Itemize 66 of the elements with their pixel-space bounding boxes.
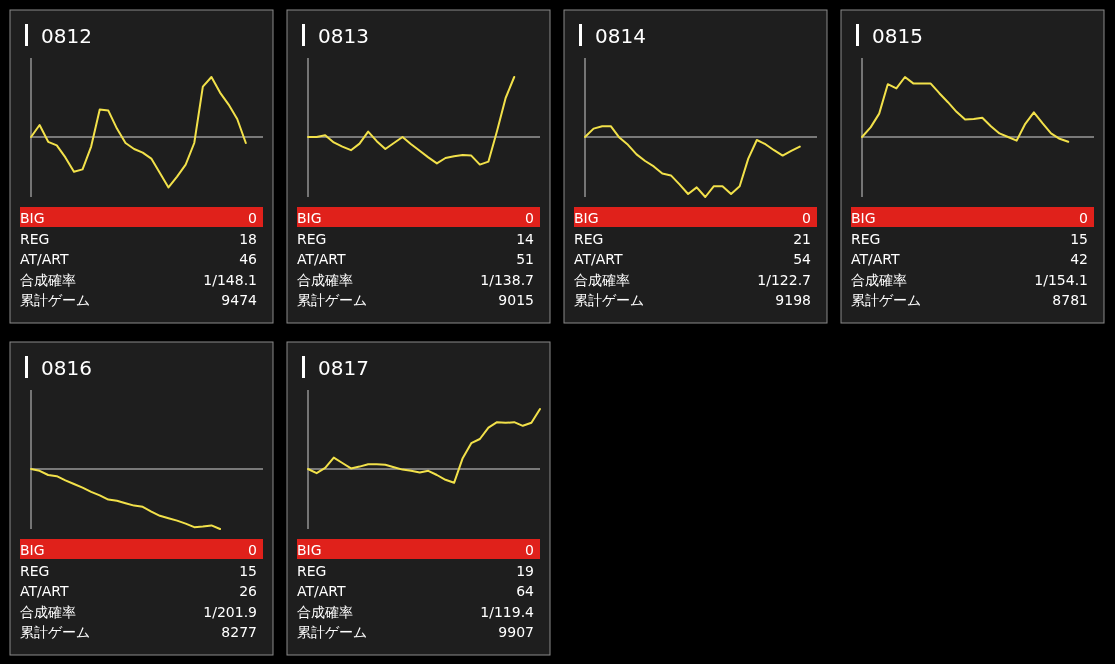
text: 1/148.1 bbox=[203, 271, 257, 288]
text: 46 bbox=[239, 251, 258, 267]
chart-title: 0814 bbox=[595, 24, 646, 48]
text: 0 bbox=[802, 210, 811, 226]
text: AT/ART bbox=[851, 251, 901, 267]
text: 1/138.7 bbox=[480, 271, 534, 288]
chart-title: 0813 bbox=[318, 24, 369, 48]
text: 1/122.7 bbox=[757, 271, 811, 288]
text: 64 bbox=[516, 583, 535, 599]
text: AT/ART bbox=[20, 583, 70, 599]
text: 14 bbox=[516, 230, 535, 247]
text: REG bbox=[297, 562, 327, 579]
text: 合成確率 bbox=[574, 271, 630, 288]
text: 1/119.4 bbox=[480, 603, 535, 620]
text: REG bbox=[851, 230, 881, 247]
text: REG bbox=[20, 562, 50, 579]
text: 42 bbox=[1070, 251, 1088, 267]
chart-title: 0812 bbox=[41, 24, 92, 48]
text: 9907 bbox=[498, 624, 534, 640]
text: 26 bbox=[239, 583, 258, 599]
text: 9474 bbox=[221, 292, 258, 308]
text: BIG bbox=[20, 210, 45, 226]
text: BIG bbox=[20, 542, 45, 558]
text: 51 bbox=[516, 251, 534, 267]
text: BIG bbox=[297, 542, 322, 558]
text: 1/201.9 bbox=[203, 603, 257, 620]
text: 累計ゲーム bbox=[20, 624, 90, 640]
text: 54 bbox=[793, 251, 812, 267]
text: REG bbox=[20, 230, 50, 247]
text: REG bbox=[574, 230, 604, 247]
text: 0 bbox=[248, 210, 257, 226]
text: 15 bbox=[1070, 230, 1088, 247]
text: 0 bbox=[248, 542, 257, 558]
text: 合成確率 bbox=[297, 603, 353, 620]
text: AT/ART bbox=[20, 251, 70, 267]
chart-title: 0815 bbox=[872, 24, 923, 48]
chart-title: 0816 bbox=[41, 356, 92, 380]
text: 15 bbox=[239, 562, 257, 579]
text: 累計ゲーム bbox=[20, 292, 90, 308]
text: AT/ART bbox=[574, 251, 624, 267]
text: 累計ゲーム bbox=[851, 292, 921, 308]
text: 累計ゲーム bbox=[297, 624, 367, 640]
text: 19 bbox=[516, 562, 534, 579]
text: 9198 bbox=[775, 292, 811, 308]
chart-title: 0817 bbox=[318, 356, 369, 380]
text: BIG bbox=[297, 210, 322, 226]
text: BIG bbox=[851, 210, 876, 226]
text: 0 bbox=[1079, 210, 1088, 226]
text: 合成確率 bbox=[851, 271, 907, 288]
text: 0 bbox=[525, 542, 534, 558]
text: 合成確率 bbox=[20, 603, 76, 620]
text: 合成確率 bbox=[20, 271, 76, 288]
text: 8781 bbox=[1052, 292, 1088, 308]
text: REG bbox=[297, 230, 327, 247]
text: 累計ゲーム bbox=[297, 292, 367, 308]
text: 18 bbox=[239, 230, 257, 247]
text: 8277 bbox=[221, 624, 257, 640]
text: 累計ゲーム bbox=[574, 292, 644, 308]
text: AT/ART bbox=[297, 251, 347, 267]
text: AT/ART bbox=[297, 583, 347, 599]
text: 1/154.1 bbox=[1034, 271, 1088, 288]
text: 0 bbox=[525, 210, 534, 226]
text: 合成確率 bbox=[297, 271, 353, 288]
text: 21 bbox=[793, 230, 811, 247]
text: BIG bbox=[574, 210, 599, 226]
text: 9015 bbox=[498, 292, 534, 308]
